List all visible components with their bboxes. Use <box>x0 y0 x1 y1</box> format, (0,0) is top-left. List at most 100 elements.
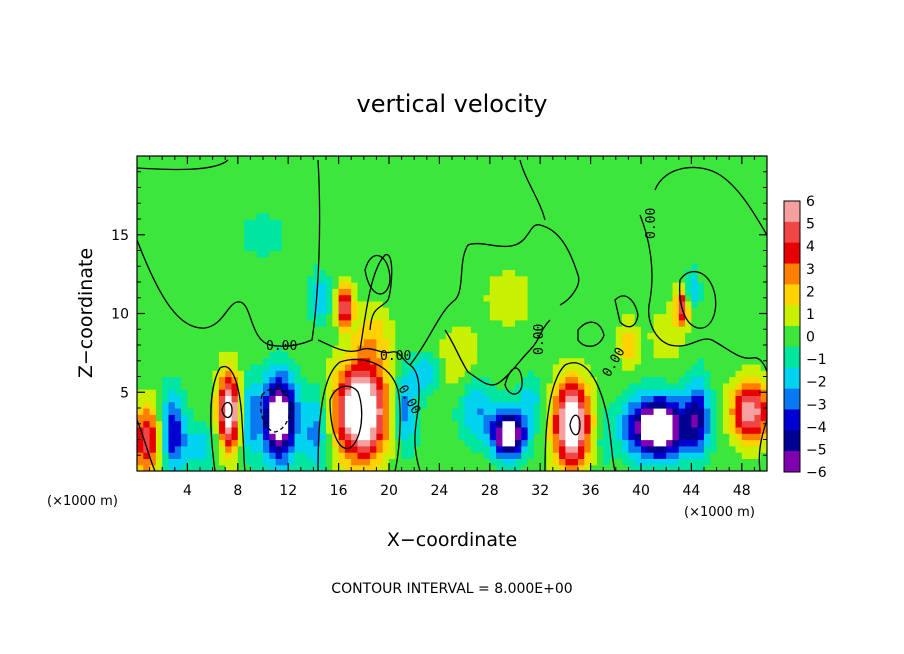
field-cell <box>540 345 548 352</box>
field-cell <box>659 212 667 220</box>
field-cell <box>344 338 352 346</box>
field-cell <box>174 357 182 365</box>
field-cell <box>300 439 308 447</box>
field-cell <box>483 445 491 453</box>
field-cell <box>218 319 226 327</box>
field-cell <box>401 174 409 182</box>
field-cell <box>181 345 188 352</box>
field-cell <box>489 319 497 327</box>
field-cell <box>395 250 403 258</box>
field-cell <box>307 300 314 308</box>
field-cell <box>527 174 535 182</box>
field-cell <box>508 187 516 195</box>
field-cell <box>489 401 497 409</box>
field-cell <box>256 445 264 453</box>
field-cell <box>609 426 617 434</box>
field-cell <box>351 193 359 201</box>
field-cell <box>382 452 390 459</box>
field-cell <box>212 225 220 233</box>
field-cell <box>256 288 264 296</box>
field-cell <box>697 395 705 403</box>
field-cell <box>288 162 296 170</box>
field-cell <box>363 313 371 321</box>
field-cell <box>678 313 686 321</box>
field-cell <box>307 162 314 170</box>
field-cell <box>370 193 377 201</box>
field-cell <box>521 193 529 201</box>
field-cell <box>218 282 226 289</box>
field-cell <box>326 326 333 333</box>
field-cell <box>672 357 680 365</box>
field-cell <box>659 395 667 403</box>
field-cell <box>174 237 182 245</box>
field-cell <box>332 225 340 233</box>
field-cell <box>653 376 661 384</box>
field-cell <box>704 351 711 359</box>
field-cell <box>332 174 340 182</box>
field-cell <box>622 345 629 352</box>
field-cell <box>244 275 251 283</box>
field-cell <box>489 231 497 239</box>
field-cell <box>653 263 661 270</box>
field-cell <box>218 445 226 453</box>
field-cell <box>319 219 327 226</box>
field-cell <box>181 231 188 239</box>
field-cell <box>666 256 674 264</box>
field-cell <box>508 395 516 403</box>
field-cell <box>622 275 629 283</box>
field-cell <box>231 326 239 333</box>
field-cell <box>634 464 642 471</box>
field-cell <box>395 351 403 359</box>
field-cell <box>678 439 686 447</box>
field-cell <box>426 363 434 371</box>
field-cell <box>628 313 636 321</box>
field-cell <box>628 237 636 245</box>
field-cell <box>389 389 396 396</box>
field-cell <box>533 294 541 302</box>
field-cell <box>515 464 522 471</box>
field-cell <box>515 401 522 409</box>
field-cell <box>653 326 661 333</box>
field-cell <box>760 237 767 245</box>
field-cell <box>382 338 390 346</box>
field-cell <box>641 458 648 466</box>
field-cell <box>187 200 195 207</box>
field-cell <box>458 288 466 296</box>
field-cell <box>275 445 283 453</box>
field-cell <box>332 382 340 390</box>
field-cell <box>483 401 491 409</box>
field-cell <box>401 319 409 327</box>
field-cell <box>357 332 365 340</box>
field-cell <box>741 250 749 258</box>
field-cell <box>445 351 453 359</box>
field-cell <box>527 181 535 189</box>
field-cell <box>628 420 636 428</box>
field-cell <box>212 250 220 258</box>
field-cell <box>275 363 283 371</box>
field-cell <box>458 458 466 466</box>
field-cell <box>735 181 743 189</box>
field-cell <box>477 338 485 346</box>
field-cell <box>351 231 359 239</box>
field-cell <box>628 426 636 434</box>
field-cell <box>754 294 762 302</box>
field-cell <box>477 313 485 321</box>
field-cell <box>256 307 264 315</box>
field-cell <box>659 244 667 252</box>
field-cell <box>206 212 214 220</box>
field-cell <box>565 269 573 277</box>
field-cell <box>376 193 384 201</box>
field-cell <box>691 313 699 321</box>
field-cell <box>470 414 478 422</box>
field-cell <box>351 244 359 252</box>
field-cell <box>332 156 340 163</box>
field-cell <box>389 206 396 214</box>
field-cell <box>420 345 428 352</box>
field-cell <box>452 389 459 396</box>
field-cell <box>344 370 352 378</box>
field-cell <box>363 395 371 403</box>
field-cell <box>420 300 428 308</box>
field-cell <box>445 219 453 226</box>
field-cell <box>502 275 510 283</box>
field-cell <box>376 294 384 302</box>
